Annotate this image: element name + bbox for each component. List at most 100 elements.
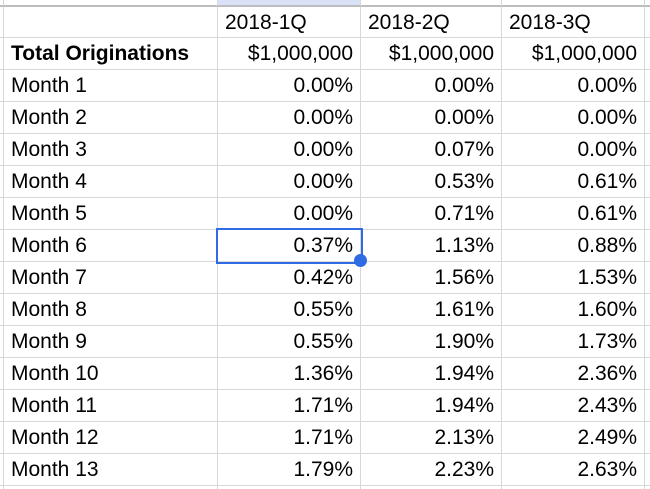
q3-value-cell[interactable]: 2.63% [502,454,645,486]
table-row: Month 2 0.00% 0.00% 0.00% [0,102,650,134]
q1-value-cell[interactable]: 0.37% [218,230,361,262]
right-edge-cell [645,454,650,486]
month-label-cell[interactable]: Month 11 [4,390,218,422]
q3-value-cell[interactable]: 0.00% [502,70,645,102]
table-row: Month 12 1.71% 2.13% 2.49% [0,422,650,454]
month-label-cell[interactable]: Month 7 [4,262,218,294]
month-label-cell[interactable]: Month 12 [4,422,218,454]
total-q2-cell[interactable]: $1,000,000 [361,38,502,70]
total-q3-cell[interactable]: $1,000,000 [502,38,645,70]
table-row: Month 8 0.55% 1.61% 1.60% [0,294,650,326]
q2-value-cell[interactable]: 0.71% [361,198,502,230]
table-row: Month 13 1.79% 2.23% 2.63% [0,454,650,486]
month-label-cell[interactable]: Month 3 [4,134,218,166]
total-q1-cell[interactable]: $1,000,000 [218,38,361,70]
right-edge-cell [645,390,650,422]
q1-value-cell[interactable]: 0.00% [218,70,361,102]
q1-value-cell[interactable]: 1.79% [218,454,361,486]
q2-value-cell[interactable]: 2.13% [361,422,502,454]
left-edge-cell [0,102,4,134]
header-cell-q2[interactable]: 2018-2Q [361,7,502,38]
q1-value-cell[interactable]: 0.00% [218,166,361,198]
q1-value-cell[interactable]: 1.71% [218,422,361,454]
q3-value-cell[interactable]: 2.49% [502,422,645,454]
month-label-cell[interactable]: Month 9 [4,326,218,358]
table-row: Month 9 0.55% 1.90% 1.73% [0,326,650,358]
month-label-cell[interactable]: Month 10 [4,358,218,390]
q1-value-cell[interactable]: 1.36% [218,358,361,390]
corner-empty-cell[interactable] [4,7,218,38]
q1-value-cell[interactable]: 0.00% [218,198,361,230]
q1-value-cell[interactable]: 0.42% [218,262,361,294]
right-edge-cell [645,358,650,390]
partial-cell [502,486,645,489]
right-edge-cell [645,294,650,326]
q1-value-cell[interactable]: 0.55% [218,294,361,326]
q2-value-cell[interactable]: 1.94% [361,390,502,422]
month-label-cell[interactable]: Month 1 [4,70,218,102]
month-label-cell[interactable]: Month 13 [4,454,218,486]
q1-value-cell[interactable]: 0.55% [218,326,361,358]
left-edge-cell [0,390,4,422]
q2-value-cell[interactable]: 0.00% [361,70,502,102]
month-label-cell[interactable]: Month 5 [4,198,218,230]
right-edge-cell [645,70,650,102]
q2-value-cell[interactable]: 1.13% [361,230,502,262]
q3-value-cell[interactable]: 2.43% [502,390,645,422]
left-edge-cell [0,134,4,166]
q1-value-cell[interactable]: 0.00% [218,134,361,166]
month-label-cell[interactable]: Month 8 [4,294,218,326]
q2-value-cell[interactable]: 1.90% [361,326,502,358]
q2-value-cell[interactable]: 1.94% [361,358,502,390]
q3-value-cell[interactable]: 2.36% [502,358,645,390]
right-edge-cell [645,262,650,294]
right-edge-cell [645,102,650,134]
month-label-cell[interactable]: Month 6 [4,230,218,262]
table-row: Month 3 0.00% 0.07% 0.00% [0,134,650,166]
q2-value-cell[interactable]: 0.07% [361,134,502,166]
left-edge-cell [0,454,4,486]
total-label-cell[interactable]: Total Originations [4,38,218,70]
q2-value-cell[interactable]: 2.23% [361,454,502,486]
q1-value-cell[interactable]: 1.71% [218,390,361,422]
left-edge-cell [0,0,4,7]
q2-value-cell[interactable]: 1.61% [361,294,502,326]
total-originations-row: Total Originations $1,000,000 $1,000,000… [0,38,650,70]
header-cell-q1[interactable]: 2018-1Q [218,7,361,38]
left-edge-cell [0,294,4,326]
q2-value-cell[interactable]: 0.53% [361,166,502,198]
column-header-strip [0,0,650,7]
fill-handle[interactable] [354,254,367,267]
table-row: Month 10 1.36% 1.94% 2.36% [0,358,650,390]
left-edge-cell [0,358,4,390]
right-edge-cell [645,230,650,262]
right-edge-cell [645,0,650,7]
left-edge-cell [0,230,4,262]
right-edge-cell [645,166,650,198]
month-label-cell[interactable]: Month 4 [4,166,218,198]
right-edge-cell [645,198,650,230]
table-row: Month 5 0.00% 0.71% 0.61% [0,198,650,230]
header-strip-cell [502,0,645,7]
q1-value-cell[interactable]: 0.00% [218,102,361,134]
month-label-cell[interactable]: Month 2 [4,102,218,134]
q2-value-cell[interactable]: 0.00% [361,102,502,134]
q3-value-cell[interactable]: 0.61% [502,198,645,230]
right-edge-cell [645,422,650,454]
q3-value-cell[interactable]: 0.61% [502,166,645,198]
left-edge-cell [0,7,4,38]
left-edge-cell [0,262,4,294]
q3-value-cell[interactable]: 0.00% [502,134,645,166]
q3-value-cell[interactable]: 1.73% [502,326,645,358]
right-edge-cell [645,7,650,38]
q3-value-cell[interactable]: 0.88% [502,230,645,262]
q3-value-cell[interactable]: 1.60% [502,294,645,326]
q2-value-cell[interactable]: 1.56% [361,262,502,294]
partial-cell [361,486,502,489]
table-row: Month 11 1.71% 1.94% 2.43% [0,390,650,422]
header-cell-q3[interactable]: 2018-3Q [502,7,645,38]
right-edge-cell [645,38,650,70]
left-edge-cell [0,326,4,358]
q3-value-cell[interactable]: 0.00% [502,102,645,134]
q3-value-cell[interactable]: 1.53% [502,262,645,294]
